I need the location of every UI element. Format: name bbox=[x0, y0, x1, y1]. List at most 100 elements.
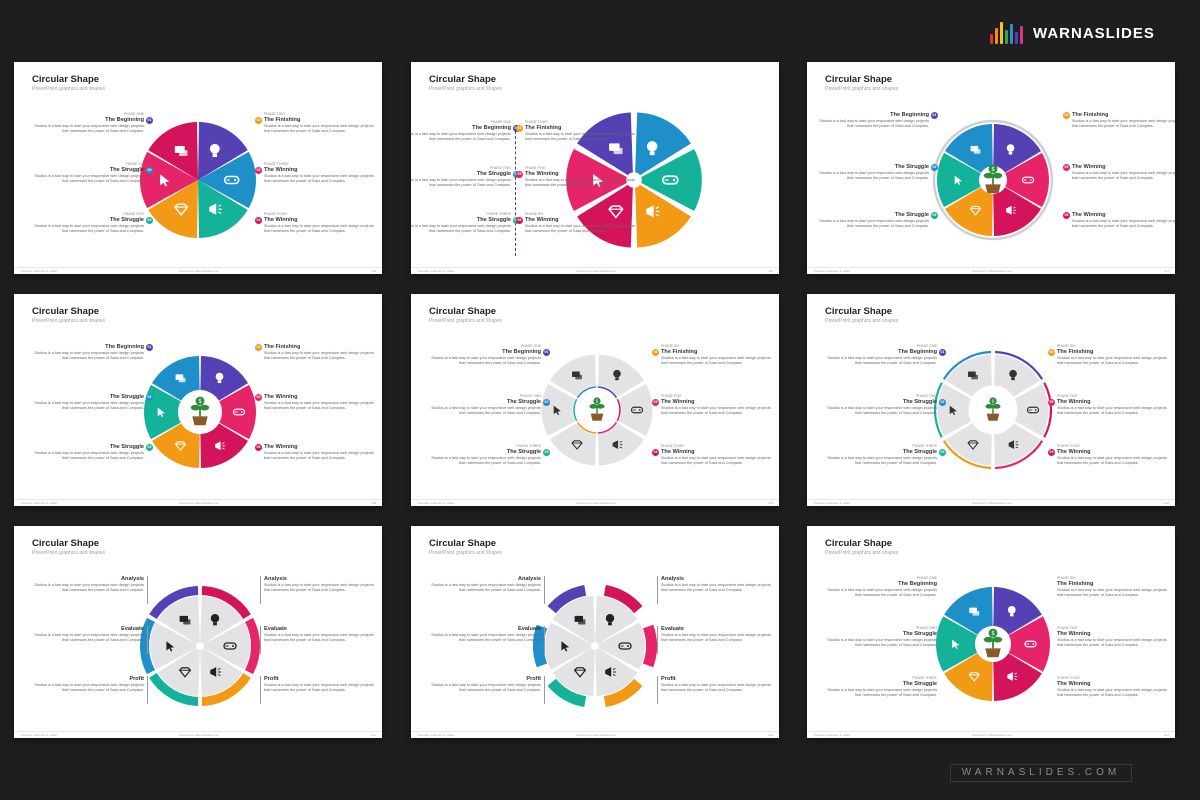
phase-label: PHASE FOUR bbox=[1057, 444, 1080, 448]
accent-arc bbox=[616, 398, 621, 422]
gamepad-icon bbox=[630, 406, 644, 414]
phase-title: The Struggle bbox=[109, 444, 144, 450]
svg-text:$: $ bbox=[991, 167, 995, 173]
phase-title: The Winning bbox=[1072, 164, 1106, 170]
phase-label: PHASE ONE bbox=[916, 344, 937, 348]
phase-block: The Finishing Studios is a fast way to st… bbox=[1063, 112, 1175, 129]
accent-segment bbox=[642, 624, 657, 668]
chat-icon bbox=[174, 145, 188, 157]
plant-icon: $ bbox=[983, 164, 1003, 194]
phase-title: The Winning bbox=[1072, 212, 1106, 218]
slide-thumbnail[interactable]: Circular Shape PowerPoint graphics and sh… bbox=[807, 526, 1175, 738]
phase-title: The Struggle bbox=[476, 171, 511, 177]
gamepad-icon bbox=[223, 175, 240, 185]
circular-diagram bbox=[140, 586, 260, 706]
phase-label: PHASE FOUR bbox=[525, 120, 548, 124]
slide-thumbnail[interactable]: Circular Shape PowerPoint graphics and sh… bbox=[14, 294, 382, 506]
phase-description: Studios is a fast way to start your resp… bbox=[34, 174, 144, 183]
slide-title: Circular Shape bbox=[429, 538, 497, 549]
cursor-icon bbox=[949, 405, 957, 416]
diagram-segment bbox=[148, 122, 198, 180]
slide-footer: Thursday, February 6, 2020 Powered by War… bbox=[807, 499, 1175, 506]
slide-title: Circular Shape bbox=[825, 74, 893, 85]
phase-label: PHASE THREE bbox=[912, 676, 937, 680]
footer-page-number: 123 bbox=[1163, 733, 1169, 737]
diagram-segment bbox=[552, 648, 595, 696]
phase-block: PHASE ONE The Beginning Studios is a fast … bbox=[429, 344, 550, 366]
logo-bar bbox=[1005, 30, 1008, 44]
phase-block: PHASE ONE The Beginning Studios is a fast … bbox=[411, 120, 520, 142]
slide-thumbnail[interactable]: Circular Shape PowerPoint graphics and sh… bbox=[807, 294, 1175, 506]
block-accent-line bbox=[260, 626, 261, 654]
phase-title: Evaluate bbox=[661, 626, 685, 632]
accent-segment bbox=[245, 617, 260, 675]
phase-description: Studios is a fast way to start your resp… bbox=[1057, 638, 1167, 647]
phase-block: PHASE ONE The Beginning Studios is a fast … bbox=[825, 344, 946, 366]
slide-subtitle: PowerPoint graphics and shapes bbox=[32, 318, 106, 324]
accent-arc bbox=[942, 350, 992, 380]
slide-thumbnail[interactable]: Circular Shape PowerPoint graphics and sh… bbox=[14, 526, 382, 738]
gamepad-icon bbox=[661, 175, 679, 185]
gamepad-icon bbox=[223, 642, 237, 650]
accent-arc bbox=[994, 440, 1044, 470]
diagram-segment bbox=[944, 124, 993, 173]
block-accent-line bbox=[657, 676, 658, 704]
accent-segment bbox=[547, 678, 587, 708]
phase-description: Studios is a fast way to start your resp… bbox=[819, 171, 929, 180]
block-accent-line bbox=[147, 576, 148, 604]
phase-title: The Finishing bbox=[661, 349, 698, 355]
phase-title: The Struggle bbox=[894, 164, 929, 170]
diagram-segment bbox=[944, 187, 993, 236]
phase-number-badge: 02 bbox=[543, 399, 550, 406]
phase-block: PHASE SIX The Winning Studios is a fast wa… bbox=[516, 212, 637, 234]
slide-subtitle: PowerPoint graphics and shapes bbox=[32, 550, 106, 556]
phase-number-badge: 02 bbox=[255, 117, 262, 124]
phase-block: PHASE THREE The Struggle Studios is a fast… bbox=[429, 444, 550, 466]
accent-arc bbox=[576, 386, 597, 399]
footer-page-number: 119 bbox=[768, 501, 773, 505]
phase-block: The Struggle Studios is a fast way to sta… bbox=[32, 394, 153, 411]
chat-icon bbox=[968, 371, 978, 380]
phase-description: Studios is a fast way to start your resp… bbox=[1057, 588, 1167, 597]
cursor-icon bbox=[157, 407, 165, 418]
warnaslides-logo-icon bbox=[990, 22, 1023, 44]
phase-block: PHASE FIVE The Winning Studios is a fast w… bbox=[652, 394, 773, 416]
accent-segment bbox=[603, 584, 643, 614]
footer-date: Thursday, February 6, 2020 bbox=[20, 501, 57, 505]
slide-thumbnail[interactable]: Circular Shape PowerPoint graphics and sh… bbox=[807, 62, 1175, 274]
phase-title: Profit bbox=[661, 676, 676, 682]
accent-arc bbox=[573, 398, 578, 422]
diagram-segment bbox=[944, 587, 993, 635]
phase-title: The Winning bbox=[661, 449, 695, 455]
phase-label: PHASE FIVE bbox=[1057, 394, 1078, 398]
circular-diagram bbox=[932, 119, 1054, 241]
footer-page-number: 122 bbox=[767, 733, 773, 737]
phase-block: PHASE FIVE The Winning Studios is a fast w… bbox=[1048, 394, 1169, 416]
phase-number-badge: 06 bbox=[652, 349, 659, 356]
slide-thumbnail[interactable]: Circular Shape PowerPoint graphics and sh… bbox=[411, 526, 779, 738]
phase-block: PHASE TWO The Struggle Studios is a fast w… bbox=[411, 166, 520, 188]
phase-title: Profit bbox=[129, 676, 144, 682]
slide-thumbnail[interactable]: Circular Shape PowerPoint graphics and sh… bbox=[411, 294, 779, 506]
phase-description: Studios is a fast way to start your resp… bbox=[411, 178, 511, 187]
phase-description: Studios is a fast way to start your resp… bbox=[1057, 456, 1167, 465]
phase-title: The Struggle bbox=[109, 394, 144, 400]
slide-thumbnail[interactable]: Circular Shape PowerPoint graphics and sh… bbox=[14, 62, 382, 274]
diagram-segment bbox=[577, 184, 633, 248]
footer-page-number: 118 bbox=[371, 501, 376, 505]
slide-thumbnail[interactable]: Circular Shape PowerPoint graphics and sh… bbox=[411, 62, 779, 274]
slide-title: Circular Shape bbox=[825, 538, 893, 549]
phase-description: Studios is a fast way to start your resp… bbox=[264, 124, 374, 133]
diamond-icon bbox=[173, 203, 189, 216]
slide-footer: Thursday, February 6, 2020 Powered by War… bbox=[411, 499, 779, 506]
circular-diagram: $ bbox=[144, 356, 256, 468]
chat-icon bbox=[609, 143, 623, 155]
logo-bar bbox=[1015, 32, 1018, 44]
phase-number-badge: 06 bbox=[516, 217, 523, 224]
phase-number-badge: 01 bbox=[146, 344, 153, 351]
footer-date: Thursday, February 6, 2020 bbox=[417, 269, 454, 273]
accent-arc bbox=[933, 382, 943, 438]
phase-number-badge: 03 bbox=[543, 449, 550, 456]
phase-number-badge: 02 bbox=[931, 164, 938, 171]
phase-number-badge: 06 bbox=[255, 444, 262, 451]
